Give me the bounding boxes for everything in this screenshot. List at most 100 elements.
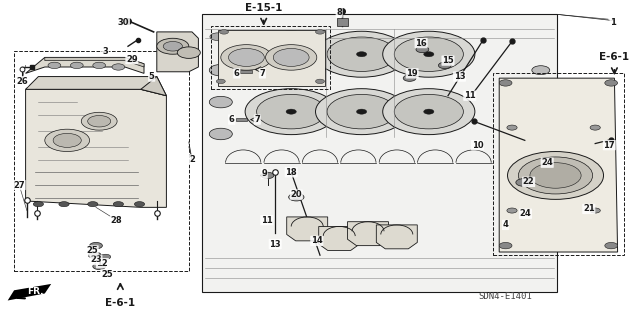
Text: 2: 2: [189, 155, 195, 164]
Bar: [14, 51, 189, 271]
Circle shape: [289, 193, 304, 201]
Circle shape: [113, 202, 124, 207]
Circle shape: [100, 254, 111, 259]
Polygon shape: [157, 32, 198, 72]
Circle shape: [134, 202, 145, 207]
Text: 17: 17: [604, 141, 615, 150]
Circle shape: [532, 66, 550, 75]
Circle shape: [316, 79, 324, 84]
Circle shape: [177, 47, 200, 58]
Circle shape: [210, 33, 225, 41]
Circle shape: [532, 107, 550, 116]
Polygon shape: [376, 225, 417, 249]
Circle shape: [45, 129, 90, 152]
Text: 22: 22: [523, 177, 534, 186]
Circle shape: [209, 96, 232, 108]
Text: 29: 29: [126, 55, 138, 63]
Text: 7: 7: [260, 69, 265, 78]
Circle shape: [48, 62, 61, 69]
Circle shape: [530, 163, 581, 188]
Polygon shape: [141, 77, 166, 96]
Circle shape: [266, 45, 317, 70]
Text: 11: 11: [261, 216, 273, 225]
Circle shape: [356, 52, 367, 57]
Circle shape: [221, 45, 272, 70]
Circle shape: [112, 64, 125, 70]
Text: 21: 21: [583, 204, 595, 213]
Text: 24: 24: [520, 209, 531, 218]
Circle shape: [286, 52, 296, 57]
Circle shape: [507, 208, 517, 213]
Circle shape: [316, 31, 408, 77]
Circle shape: [356, 109, 367, 114]
Circle shape: [81, 112, 117, 130]
Text: 8: 8: [337, 8, 342, 17]
Text: 1: 1: [610, 18, 616, 27]
Circle shape: [261, 172, 274, 179]
Text: 23: 23: [90, 256, 102, 264]
Circle shape: [245, 89, 337, 135]
Circle shape: [499, 242, 512, 249]
Text: 7: 7: [255, 115, 260, 124]
Polygon shape: [218, 30, 325, 86]
Circle shape: [394, 37, 463, 71]
Circle shape: [59, 202, 69, 207]
Polygon shape: [26, 77, 166, 96]
Polygon shape: [202, 14, 557, 292]
Text: 24: 24: [541, 158, 553, 167]
Text: 10: 10: [472, 141, 483, 150]
Bar: [236, 118, 247, 121]
Circle shape: [88, 115, 111, 127]
Circle shape: [394, 94, 463, 129]
Text: 28: 28: [111, 216, 122, 225]
Circle shape: [590, 125, 600, 130]
Text: 6: 6: [228, 115, 235, 124]
Circle shape: [90, 242, 102, 249]
Bar: [337, 18, 348, 26]
Circle shape: [33, 202, 44, 207]
Polygon shape: [287, 217, 328, 241]
Polygon shape: [499, 78, 618, 252]
Text: 6: 6: [234, 69, 240, 78]
Circle shape: [257, 37, 326, 71]
Circle shape: [508, 152, 604, 199]
Text: 9: 9: [262, 169, 267, 178]
Text: 4: 4: [502, 220, 509, 229]
Bar: [493, 73, 624, 255]
Text: 13: 13: [454, 72, 465, 81]
Circle shape: [286, 109, 296, 114]
Circle shape: [327, 37, 396, 71]
Text: 20: 20: [291, 190, 302, 199]
Polygon shape: [26, 57, 144, 73]
Circle shape: [327, 94, 396, 129]
Circle shape: [273, 48, 309, 66]
Text: 12: 12: [97, 259, 108, 268]
Polygon shape: [45, 57, 144, 67]
Text: 11: 11: [464, 91, 476, 100]
Circle shape: [216, 79, 225, 84]
Circle shape: [88, 202, 98, 207]
Circle shape: [383, 31, 475, 77]
Polygon shape: [26, 89, 166, 207]
Circle shape: [157, 38, 189, 54]
Text: SDN4-E1401: SDN4-E1401: [479, 292, 532, 300]
Circle shape: [228, 48, 264, 66]
Circle shape: [316, 30, 324, 34]
Text: 16: 16: [415, 39, 427, 48]
Bar: [211, 26, 330, 89]
Circle shape: [518, 157, 593, 194]
Circle shape: [499, 80, 512, 86]
Circle shape: [292, 195, 300, 199]
Text: 13: 13: [269, 240, 281, 249]
Text: FR.: FR.: [27, 287, 44, 296]
Text: 30: 30: [118, 18, 129, 27]
Text: E-6-1: E-6-1: [105, 298, 136, 308]
Circle shape: [383, 89, 475, 135]
Circle shape: [209, 128, 232, 140]
Circle shape: [403, 75, 416, 81]
Circle shape: [257, 94, 326, 129]
Polygon shape: [348, 222, 388, 246]
Circle shape: [507, 125, 517, 130]
Circle shape: [424, 52, 434, 57]
Circle shape: [438, 62, 451, 69]
